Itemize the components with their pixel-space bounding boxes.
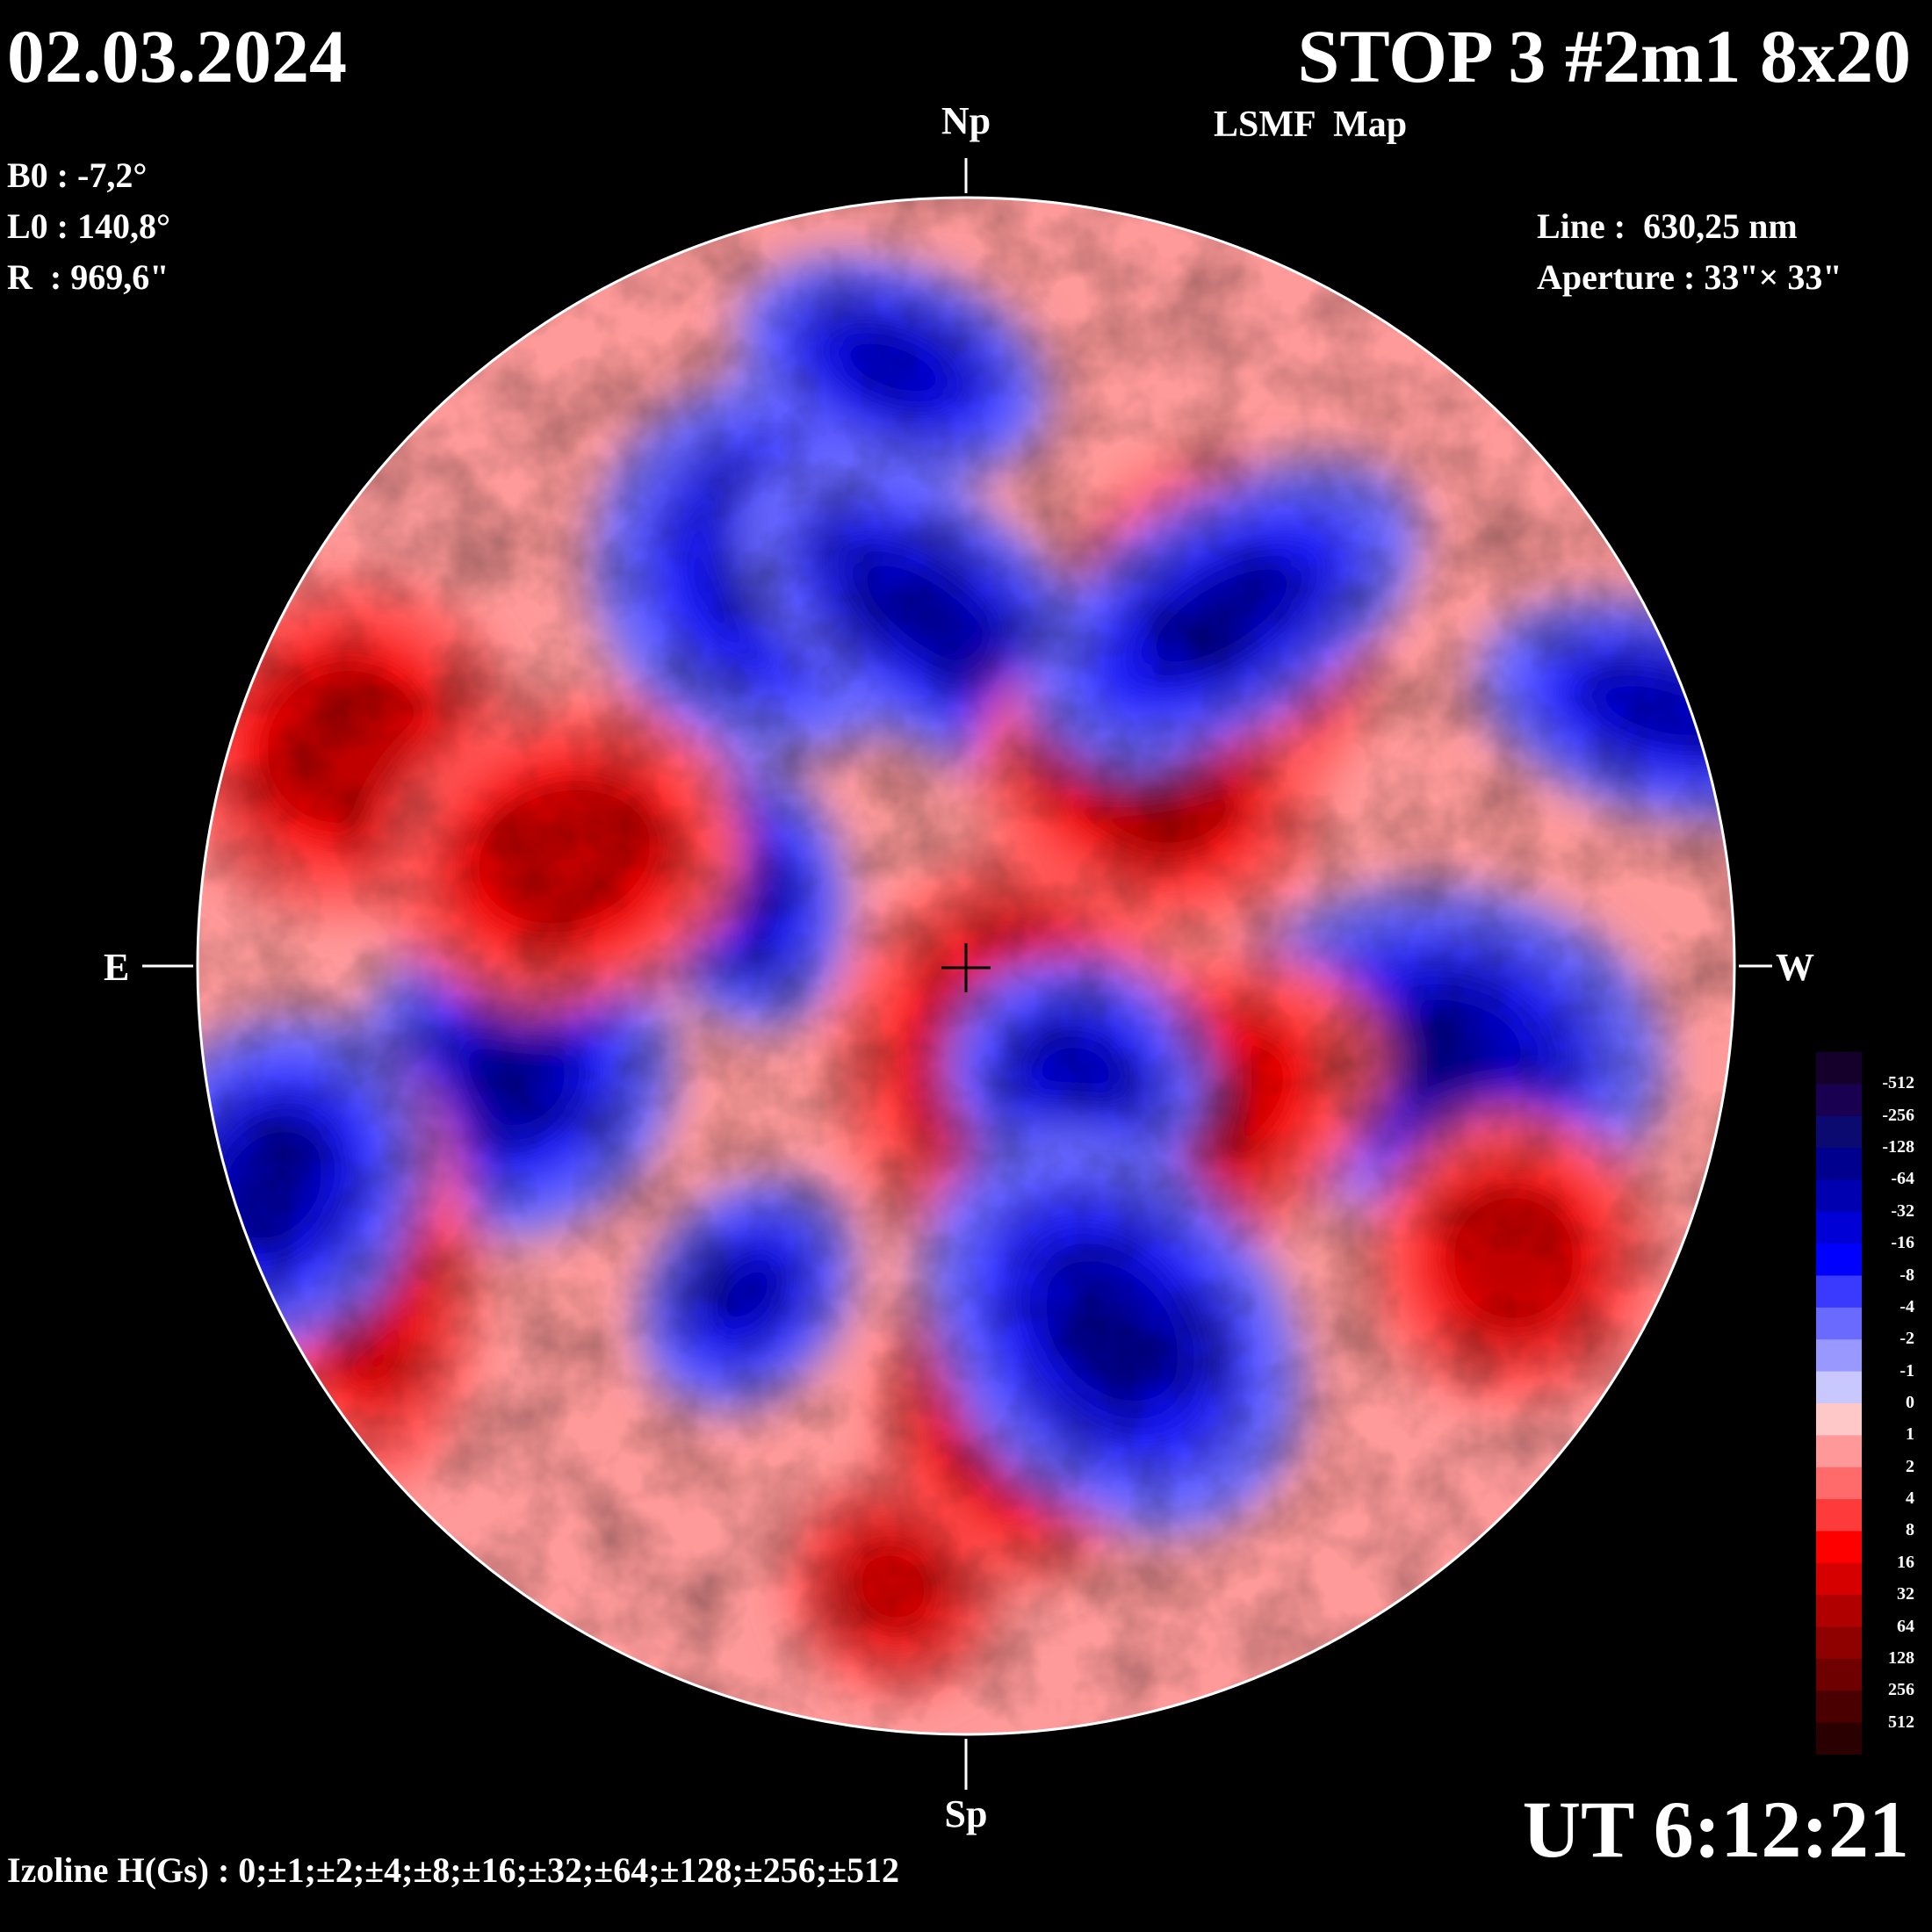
- north-pole-label: Np: [941, 99, 991, 142]
- colorbar-swatch: [1816, 1339, 1862, 1373]
- l0-value: L0 : 140,8°: [7, 206, 170, 246]
- colorbar-swatch: [1816, 1403, 1862, 1436]
- colorbar-swatch: [1816, 1435, 1862, 1468]
- aperture: Aperture : 33"× 33": [1537, 257, 1842, 297]
- colorbar-swatch: [1816, 1052, 1862, 1085]
- ut-time: UT 6:12:21: [1522, 1784, 1909, 1874]
- colorbar-swatch: [1816, 1690, 1862, 1724]
- colorbar-swatch: [1816, 1307, 1862, 1340]
- colorbar-tick-label: -2: [1900, 1329, 1914, 1349]
- b0-value: B0 : -7,2°: [7, 155, 148, 195]
- colorbar-swatch: [1816, 1467, 1862, 1500]
- colorbar-tick-label: -1: [1900, 1360, 1914, 1381]
- colorbar-tick-label: 64: [1897, 1616, 1914, 1636]
- colorbar-tick-label: -8: [1900, 1265, 1914, 1285]
- colorbar-swatch: [1816, 1244, 1862, 1277]
- colorbar-swatch: [1816, 1626, 1862, 1660]
- izoline-legend: Izoline H(Gs) : 0;±1;±2;±4;±8;±16;±32;±6…: [7, 1850, 900, 1890]
- colorbar-swatch: [1816, 1658, 1862, 1691]
- colorbar-tick-label: -128: [1882, 1137, 1914, 1157]
- colorbar-swatch: [1816, 1148, 1862, 1180]
- colorbar-swatch: [1816, 1531, 1862, 1564]
- colorbar-tick-label: 1: [1906, 1424, 1914, 1445]
- colorbar-swatch: [1816, 1562, 1862, 1596]
- colorbar-tick-label: 32: [1897, 1584, 1914, 1604]
- south-pole-label: Sp: [944, 1792, 988, 1835]
- colorbar-swatch: [1816, 1115, 1862, 1149]
- map-subtitle: LSMF Map: [1214, 105, 1408, 145]
- observation-date: 02.03.2024: [7, 14, 347, 98]
- colorbar-tick-label: 256: [1888, 1680, 1914, 1700]
- colorbar-tick-label: -16: [1891, 1233, 1914, 1253]
- colorbar-tick-label: 4: [1906, 1489, 1914, 1509]
- colorbar-tick-label: -4: [1900, 1296, 1914, 1316]
- colorbar-tick-label: 0: [1906, 1393, 1914, 1412]
- colorbar-swatch: [1816, 1084, 1862, 1117]
- east-label: E: [104, 946, 130, 989]
- colorbar-tick-label: -32: [1891, 1200, 1914, 1221]
- colorbar-swatch: [1816, 1499, 1862, 1532]
- colorbar-swatch: [1816, 1371, 1862, 1404]
- colorbar-tick-label: 512: [1888, 1712, 1914, 1732]
- spectral-line: Line : 630,25 nm: [1537, 206, 1798, 246]
- colorbar-swatch: [1816, 1722, 1862, 1755]
- disk-limb: [196, 196, 1736, 1736]
- colorbar-swatch: [1816, 1595, 1862, 1628]
- colorbar-tick-label: 16: [1897, 1552, 1914, 1572]
- colorbar-tick-label: -512: [1882, 1073, 1914, 1093]
- colorbar-tick-label: 128: [1888, 1647, 1914, 1668]
- colorbar-swatch: [1816, 1211, 1862, 1244]
- colorbar-tick-label: -64: [1891, 1169, 1914, 1189]
- colorbar-tick-label: -256: [1882, 1105, 1914, 1125]
- west-label: W: [1776, 946, 1814, 989]
- radius-value: R : 969,6": [7, 257, 169, 297]
- colorbar-tick-label: 8: [1906, 1520, 1914, 1540]
- colorbar-swatch: [1816, 1275, 1862, 1308]
- map-title: STOP 3 #2m1 8x20: [1297, 14, 1911, 98]
- colorbar-swatch: [1816, 1179, 1862, 1213]
- colorbar: [1816, 1052, 1862, 1755]
- colorbar-tick-label: 2: [1906, 1456, 1914, 1476]
